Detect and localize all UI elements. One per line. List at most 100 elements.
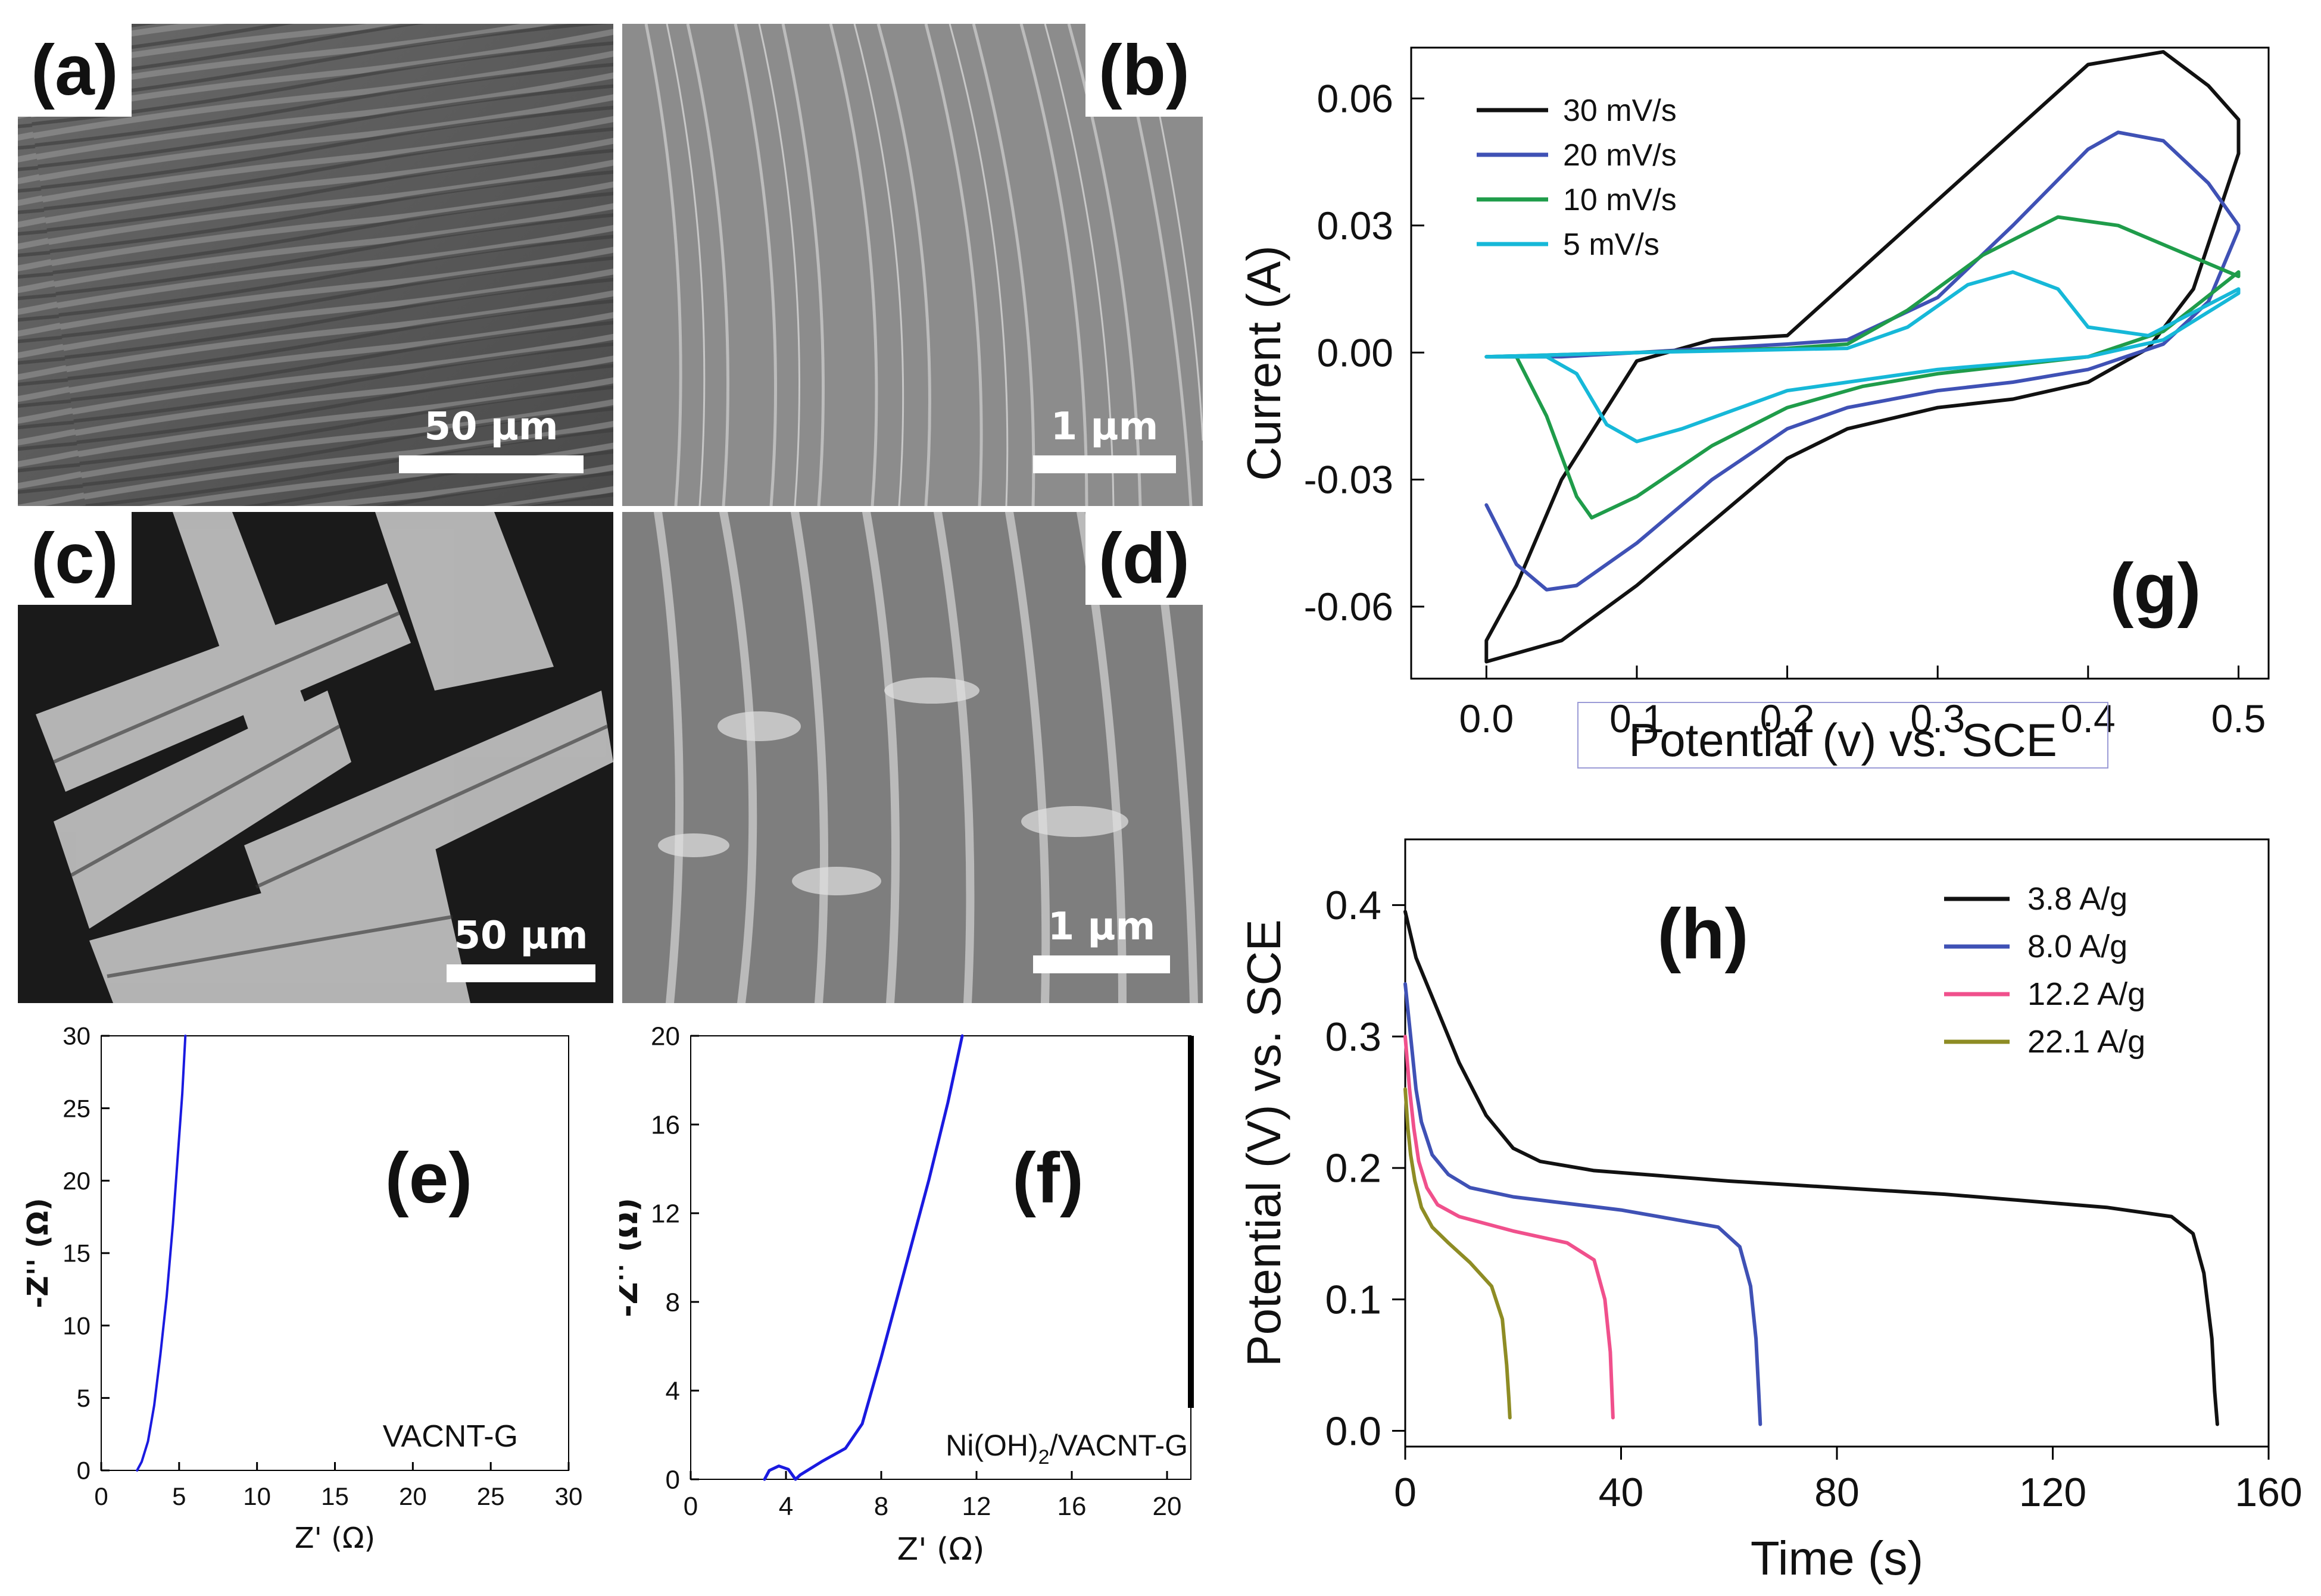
y-axis-label-h: Potential (V) vs. SCE bbox=[1237, 919, 1290, 1366]
annotation-f-main: Ni(OH) bbox=[946, 1429, 1038, 1462]
scale-label-b: 1 µm bbox=[1050, 405, 1159, 449]
panel-label-e: (e) bbox=[385, 1138, 473, 1218]
x-tick-label-g-3: 0.3 bbox=[1910, 697, 1965, 741]
legend-label-h-0: 3.8 A/g bbox=[2027, 881, 2127, 917]
y-tick-label-f-1: 4 bbox=[666, 1376, 680, 1406]
y-tick-label-h-2: 0.2 bbox=[1325, 1146, 1381, 1191]
sem-image-b bbox=[622, 24, 1203, 506]
x-tick-label-f-3: 12 bbox=[962, 1492, 991, 1521]
series-line-h-3 bbox=[1403, 1087, 1512, 1420]
legend-label-g-1: 20 mV/s bbox=[1563, 138, 1677, 173]
y-axis-label-f: -Z'' (Ω) bbox=[619, 1198, 645, 1317]
series-line-g-0 bbox=[1484, 50, 2241, 664]
y-tick-label-f-2: 8 bbox=[666, 1288, 680, 1317]
x-tick-label-g-5: 0.5 bbox=[2211, 697, 2266, 741]
panel-label-a: (a) bbox=[18, 24, 132, 117]
y-tick-label-e-3: 15 bbox=[63, 1239, 91, 1267]
scale-bar-d bbox=[1033, 955, 1170, 973]
series-line-g-2 bbox=[1484, 215, 2241, 520]
scale-bar-a bbox=[399, 455, 584, 473]
y-tick-label-h-3: 0.3 bbox=[1325, 1014, 1381, 1060]
chart-h-charge-discharge: 0 40 80 120 160 0.0 0.1 0.2 0.3 0.4 Time (s) Potent… bbox=[1237, 838, 2303, 1585]
x-tick-label-g-1: 0.1 bbox=[1609, 697, 1664, 741]
series-line-e-0 bbox=[136, 1035, 187, 1472]
panel-label-g: (g) bbox=[2110, 549, 2201, 629]
x-tick-label-g-2: 0.2 bbox=[1760, 697, 1815, 741]
panel-label-b: (b) bbox=[1085, 24, 1203, 117]
y-tick-label-f-0: 0 bbox=[666, 1465, 680, 1494]
x-tick-label-h-2: 80 bbox=[1814, 1470, 1860, 1515]
annotation-e: VACNT-G bbox=[383, 1419, 518, 1454]
x-tick-label-h-3: 120 bbox=[2019, 1470, 2086, 1515]
series-line-h-0 bbox=[1403, 910, 2219, 1426]
x-tick-label-e-6: 30 bbox=[555, 1482, 583, 1510]
x-axis-label-g: Potential (v) vs. SCE bbox=[1629, 714, 2057, 766]
plot-frame-g bbox=[1410, 46, 2270, 680]
x-tick-label-e-2: 10 bbox=[243, 1482, 271, 1510]
annotation-f-subscript: 2 bbox=[1038, 1446, 1050, 1469]
chart-e-nyquist-vacnt-g: 0 5 10 15 20 25 30 0 5 10 15 20 25 30 Z' (Ω) -Z'' (Ω) (e… bbox=[21, 1022, 583, 1555]
annotation-f: Ni(OH)2/VACNT-G bbox=[946, 1429, 1188, 1469]
y-tick-label-f-4: 16 bbox=[651, 1110, 680, 1139]
scale-bar-b bbox=[1033, 455, 1176, 473]
x-tick-label-h-0: 0 bbox=[1394, 1470, 1417, 1515]
legend-label-g-3: 5 mV/s bbox=[1563, 227, 1659, 262]
chart-g-cyclic-voltammetry: 0.0 0.1 0.2 0.3 0.4 0.5 -0.06 -0.03 0.00 0.03 0.06… bbox=[1237, 46, 2270, 769]
x-tick-label-g-0: 0.0 bbox=[1459, 697, 1514, 741]
x-tick-label-f-4: 16 bbox=[1057, 1492, 1087, 1521]
panel-label-f: (f) bbox=[1012, 1138, 1084, 1218]
panel-label-d: (d) bbox=[1085, 512, 1203, 605]
x-tick-label-e-0: 0 bbox=[94, 1482, 108, 1510]
sem-panel-a: (a) 50 µm bbox=[18, 24, 613, 506]
legend-label-g-2: 10 mV/s bbox=[1563, 183, 1677, 217]
y-tick-label-e-5: 25 bbox=[63, 1094, 91, 1122]
y-tick-label-h-4: 0.4 bbox=[1325, 883, 1381, 928]
x-axis-label-e: Z' (Ω) bbox=[295, 1522, 375, 1555]
series-line-h-1 bbox=[1403, 982, 1762, 1426]
x-tick-label-g-4: 0.4 bbox=[2061, 697, 2116, 741]
chart-f-nyquist-nioh2-vacnt-g: 0 4 8 12 16 20 0 4 8 12 16 20 Z' (Ω) -Z'' (Ω) (f) Ni(OH… bbox=[619, 1022, 1194, 1567]
x-tick-label-e-5: 25 bbox=[477, 1482, 505, 1510]
y-tick-label-f-3: 12 bbox=[651, 1199, 680, 1228]
x-tick-label-e-4: 20 bbox=[399, 1482, 427, 1510]
legend-label-g-0: 30 mV/s bbox=[1563, 93, 1677, 128]
x-tick-label-f-5: 20 bbox=[1153, 1492, 1182, 1521]
panel-label-c: (c) bbox=[18, 512, 132, 605]
scale-label-a: 50 µm bbox=[424, 405, 559, 449]
y-tick-label-g-3: 0.03 bbox=[1317, 204, 1393, 248]
scale-label-c: 50 µm bbox=[454, 914, 588, 958]
y-axis-label-g: Current (A) bbox=[1237, 245, 1290, 481]
series-line-g-3 bbox=[1484, 270, 2241, 443]
y-tick-label-e-6: 30 bbox=[63, 1022, 91, 1050]
y-tick-label-g-2: 0.00 bbox=[1317, 330, 1393, 374]
x-tick-label-e-3: 15 bbox=[321, 1482, 349, 1510]
x-tick-label-f-0: 0 bbox=[684, 1492, 698, 1521]
y-tick-label-f-5: 20 bbox=[651, 1022, 680, 1051]
legend-label-h-3: 22.1 A/g bbox=[2027, 1024, 2145, 1060]
x-axis-label-box-g bbox=[1577, 702, 2108, 769]
legend-label-h-2: 12.2 A/g bbox=[2027, 976, 2145, 1012]
y-tick-label-g-4: 0.06 bbox=[1317, 76, 1393, 120]
y-tick-label-h-0: 0.0 bbox=[1325, 1408, 1381, 1454]
x-axis-label-f: Z' (Ω) bbox=[897, 1532, 985, 1567]
x-axis-label-h: Time (s) bbox=[1751, 1532, 1923, 1585]
series-line-g-1 bbox=[1484, 130, 2241, 592]
y-tick-label-g-1: -0.03 bbox=[1304, 458, 1393, 502]
plot-frame-h bbox=[1404, 838, 2270, 1448]
y-tick-label-e-1: 5 bbox=[77, 1384, 91, 1412]
y-tick-label-e-0: 0 bbox=[77, 1457, 91, 1485]
scale-label-d: 1 µm bbox=[1047, 905, 1156, 949]
panel-label-h: (h) bbox=[1657, 894, 1748, 974]
legend-label-h-1: 8.0 A/g bbox=[2027, 929, 2127, 964]
sem-panel-b: (b) 1 µm bbox=[622, 24, 1203, 506]
y-tick-label-e-4: 20 bbox=[63, 1167, 91, 1195]
x-tick-label-h-1: 40 bbox=[1599, 1470, 1644, 1515]
y-tick-label-e-2: 10 bbox=[63, 1311, 91, 1339]
sem-panel-d: (d) 1 µm bbox=[622, 512, 1203, 1003]
y-tick-label-h-1: 0.1 bbox=[1325, 1278, 1381, 1323]
x-tick-label-f-2: 8 bbox=[874, 1492, 888, 1521]
x-tick-label-e-1: 5 bbox=[172, 1482, 186, 1510]
plot-frame-f bbox=[690, 1035, 1191, 1480]
y-axis-label-e: -Z'' (Ω) bbox=[21, 1198, 55, 1308]
annotation-f-rest: /VACNT-G bbox=[1050, 1429, 1188, 1462]
